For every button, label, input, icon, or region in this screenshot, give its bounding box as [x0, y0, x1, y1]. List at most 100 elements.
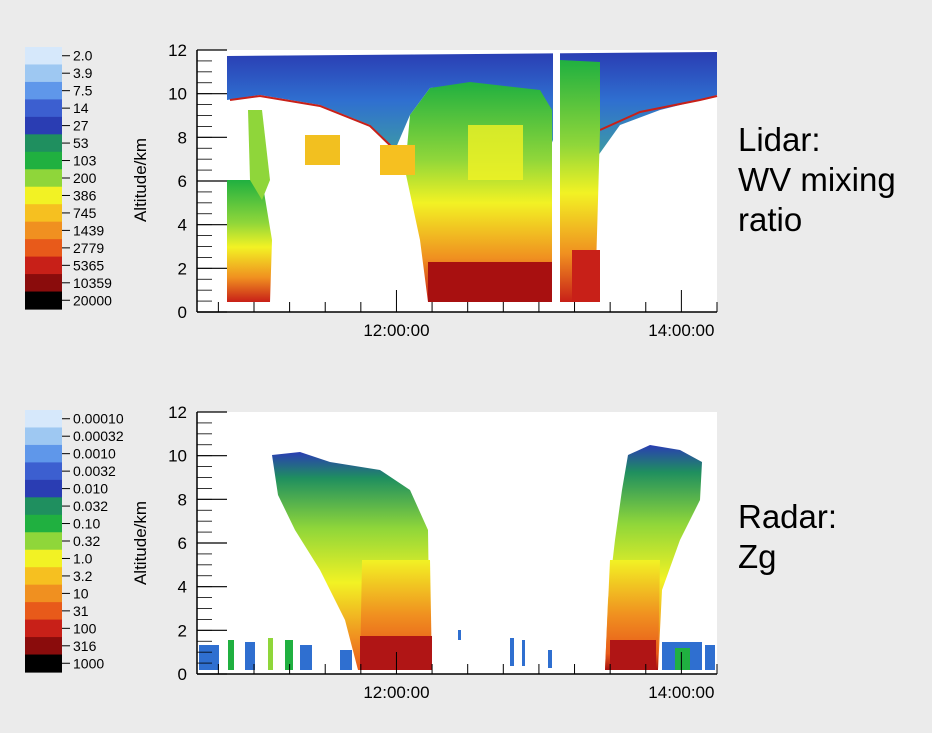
radar-colorbar-tick-label: 31 — [73, 603, 89, 619]
lidar-y-tick-label: 8 — [178, 128, 187, 147]
radar-x-ticks: 12:00:00 14:00:00 — [217, 652, 718, 702]
lidar-colorbar-tick-label: 2779 — [73, 240, 104, 256]
radar-ground-clutter — [199, 630, 715, 670]
radar-y-tick-label: 0 — [178, 665, 187, 684]
radar-colorbar-tick-label: 100 — [73, 620, 97, 636]
radar-y-tick-label: 2 — [178, 621, 187, 640]
lidar-colorbar-tick-label: 386 — [73, 187, 97, 203]
lidar-colorbar-swatch — [25, 239, 62, 258]
radar-y-ticks: 0 2 4 6 8 10 12 — [168, 403, 227, 684]
radar-colorbar-swatch — [25, 479, 62, 498]
lidar-colorbar-tick-label: 745 — [73, 205, 97, 221]
lidar-colorbar-tick-label: 3.9 — [73, 65, 93, 81]
radar-colorbar-swatch — [25, 497, 62, 516]
radar-colorbar-swatch — [25, 637, 62, 656]
lidar-heatmap — [222, 52, 718, 304]
lidar-plot-area: 0 2 4 6 8 10 12 12:00:00 14:00:00 — [168, 41, 718, 340]
lidar-colorbar-swatch — [25, 116, 62, 135]
radar-colorbar-swatch — [25, 654, 62, 673]
lidar-colorbar-swatch — [25, 81, 62, 100]
lidar-colorbar-tick-label: 1439 — [73, 222, 104, 238]
lidar-colorbar-swatch — [25, 99, 62, 118]
lidar-label-line: WV mixing — [738, 161, 896, 198]
lidar-y-axis-label: Altitude/km — [131, 138, 150, 222]
lidar-colorbar-swatch — [25, 151, 62, 170]
radar-colorbar-swatch — [25, 514, 62, 533]
radar-colorbar-tick-label: 1000 — [73, 655, 104, 671]
lidar-colorbar-swatch — [25, 221, 62, 240]
lidar-colorbar-swatch — [25, 204, 62, 223]
radar-y-tick-label: 6 — [178, 534, 187, 553]
lidar-label-line: Lidar: — [738, 121, 821, 158]
radar-colorbar-tick-label: 1.0 — [73, 550, 93, 566]
lidar-x-tick-label: 14:00:00 — [648, 321, 714, 340]
radar-colorbar-swatch — [25, 462, 62, 481]
lidar-colorbar-swatch — [25, 64, 62, 83]
lidar-colorbar-tick-label: 27 — [73, 118, 89, 134]
radar-colorbar-tick-label: 0.032 — [73, 498, 108, 514]
lidar-colorbar-tick-label: 14 — [73, 100, 89, 116]
lidar-colorbar-tick-label: 10359 — [73, 275, 112, 291]
radar-colorbar-tick-label: 0.0010 — [73, 446, 116, 462]
lidar-y-tick-label: 6 — [178, 172, 187, 191]
radar-colorbar-swatch — [25, 410, 62, 429]
radar-colorbar-tick-label: 316 — [73, 638, 97, 654]
radar-colorbar-tick-label: 0.10 — [73, 516, 100, 532]
lidar-colorbar-swatch — [25, 134, 62, 153]
radar-colorbar-swatch — [25, 619, 62, 638]
radar-colorbar-tick-label: 0.0032 — [73, 463, 116, 479]
lidar-y-tick-label: 4 — [178, 216, 187, 235]
lidar-y-tick-label: 0 — [178, 303, 187, 322]
lidar-colorbar-swatch — [25, 291, 62, 310]
lidar-label-line: ratio — [738, 201, 803, 238]
lidar-panel-label: Lidar: WV mixing ratio — [738, 120, 896, 240]
radar-y-tick-label: 4 — [178, 578, 187, 597]
radar-colorbar-swatch — [25, 427, 62, 446]
radar-panel-label: Radar: Zg — [738, 497, 837, 577]
lidar-colorbar-tick-label: 53 — [73, 135, 89, 151]
radar-plot-area: 0 2 4 6 8 10 12 12:00:00 14:00:00 — [168, 403, 718, 702]
radar-label-line: Radar: — [738, 498, 838, 535]
lidar-colorbar-tick-label: 7.5 — [73, 83, 93, 99]
radar-colorbar-swatch — [25, 567, 62, 586]
radar-y-tick-label: 12 — [168, 403, 187, 422]
lidar-colorbar-swatch — [25, 169, 62, 188]
lidar-colorbar-swatch — [25, 274, 62, 293]
lidar-colorbar-tick-label: 5365 — [73, 257, 104, 273]
radar-colorbar-tick-label: 3.2 — [73, 568, 93, 584]
lidar-colorbar-tick-label: 2.0 — [73, 48, 93, 64]
lidar-colorbar-swatch — [25, 256, 62, 275]
lidar-colorbar-swatch — [25, 47, 62, 66]
radar-y-tick-label: 10 — [168, 447, 187, 466]
lidar-y-tick-label: 2 — [178, 259, 187, 278]
lidar-colorbar-swatch — [25, 186, 62, 205]
lidar-colorbar-tick-label: 200 — [73, 170, 97, 186]
radar-colorbar-swatch — [25, 549, 62, 568]
lidar-y-ticks: 0 2 4 6 8 10 12 — [168, 41, 227, 322]
radar-colorbar-swatch — [25, 602, 62, 621]
radar-colorbar-tick-label: 0.010 — [73, 481, 108, 497]
radar-colorbar-swatch — [25, 532, 62, 551]
radar-label-line: Zg — [738, 538, 777, 575]
radar-colorbar-tick-label: 0.32 — [73, 533, 100, 549]
radar-x-tick-label: 14:00:00 — [648, 683, 714, 702]
radar-colorbar-swatch — [25, 584, 62, 603]
radar-colorbar-tick-label: 10 — [73, 585, 89, 601]
lidar-y-tick-label: 12 — [168, 41, 187, 60]
radar-colorbar-swatch — [25, 444, 62, 463]
lidar-x-ticks: 12:00:00 14:00:00 — [217, 290, 718, 340]
radar-colorbar-tick-label: 0.00010 — [73, 411, 124, 427]
lidar-x-tick-label: 12:00:00 — [363, 321, 429, 340]
lidar-colorbar-tick-label: 103 — [73, 153, 97, 169]
lidar-y-tick-label: 10 — [168, 85, 187, 104]
radar-y-tick-label: 8 — [178, 490, 187, 509]
radar-x-tick-label: 12:00:00 — [363, 683, 429, 702]
lidar-colorbar-tick-label: 20000 — [73, 292, 112, 308]
radar-y-axis-label: Altitude/km — [131, 501, 150, 585]
radar-colorbar-tick-label: 0.00032 — [73, 428, 124, 444]
